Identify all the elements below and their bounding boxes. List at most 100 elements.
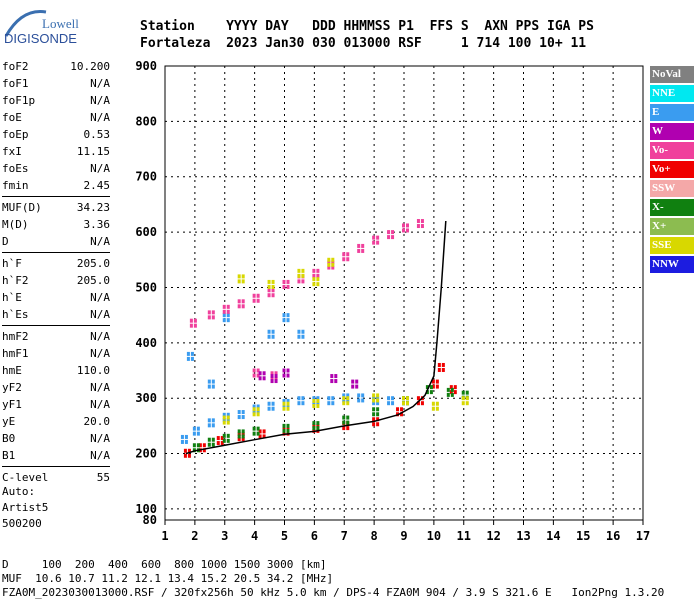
echo-point (461, 401, 465, 406)
logo-lowell: Lowell (42, 16, 79, 31)
y-tick-label: 300 (135, 391, 157, 405)
echo-point (286, 313, 290, 318)
param-name: h`E (2, 291, 22, 304)
echo-point (286, 428, 290, 433)
echo-point (211, 437, 215, 442)
param-name: yE (2, 415, 16, 428)
echo-point (274, 371, 278, 376)
echo-point (453, 385, 457, 390)
echo-point (391, 396, 395, 401)
echo-point (220, 436, 224, 441)
echo-point (207, 379, 211, 384)
param-row: B0 N/A (2, 430, 110, 447)
echo-point (342, 393, 346, 398)
param-separator (2, 196, 110, 197)
echo-point (387, 235, 391, 240)
echo-point (453, 390, 457, 395)
x-tick-label: 5 (281, 529, 288, 543)
echo-point (274, 376, 278, 381)
echo-point (312, 401, 316, 406)
echo-point (342, 257, 346, 262)
echo-point (342, 420, 346, 425)
param-separator (2, 466, 110, 467)
param-name: h`F (2, 257, 22, 270)
echo-point (465, 390, 469, 395)
x-tick-label: 12 (486, 529, 500, 543)
y-tick-label: 900 (135, 59, 157, 73)
echo-point (189, 323, 193, 328)
echo-point (327, 265, 331, 270)
echo-point (286, 284, 290, 289)
param-value: N/A (90, 347, 110, 360)
echo-point (282, 406, 286, 411)
param-separator (2, 325, 110, 326)
echo-point (222, 433, 226, 438)
echo-point (252, 409, 256, 414)
param-name: foF2 (2, 60, 29, 73)
param-value: N/A (90, 162, 110, 175)
echo-point (180, 434, 184, 439)
echo-point (211, 379, 215, 384)
param-name: foF1p (2, 94, 36, 107)
echo-point (192, 443, 196, 448)
echo-point (346, 252, 350, 257)
param-name: hmF1 (2, 347, 29, 360)
param-separator (2, 252, 110, 253)
echo-point (258, 434, 262, 439)
echo-point (241, 279, 245, 284)
echo-point (316, 273, 320, 278)
echo-point (431, 401, 435, 406)
param-value: N/A (90, 330, 110, 343)
echo-point (286, 406, 290, 411)
param-value: 55 (96, 471, 110, 484)
echo-point (252, 431, 256, 436)
echo-point (282, 403, 286, 408)
echo-point (196, 426, 200, 431)
param-row: fxI 11.15 (2, 143, 110, 160)
echo-point (316, 401, 320, 406)
echo-point (237, 432, 241, 437)
param-value: N/A (90, 432, 110, 445)
echo-point (361, 248, 365, 253)
echo-point (312, 273, 316, 278)
echo-point (222, 412, 226, 417)
echo-point (376, 407, 380, 412)
param-value: N/A (90, 449, 110, 462)
echo-point (391, 401, 395, 406)
logo-digisonde: DIGISONDE (4, 31, 77, 46)
echo-point (252, 373, 256, 378)
echo-point (400, 407, 404, 412)
echo-point (241, 415, 245, 420)
echo-point (441, 362, 445, 367)
echo-point (312, 282, 316, 287)
echo-point (346, 426, 350, 431)
echo-point (316, 398, 320, 403)
echo-point (357, 393, 361, 398)
echo-point (222, 318, 226, 323)
echo-point (256, 293, 260, 298)
header-line-2: Fortaleza 2023 Jan30 030 013000 RSF 1 71… (140, 36, 587, 51)
y-tick-label: 800 (135, 114, 157, 128)
echo-point (256, 431, 260, 436)
footer: D 100 200 400 600 800 1000 1500 3000 [km… (2, 558, 664, 600)
echo-point (258, 429, 262, 434)
echo-point (342, 398, 346, 403)
echo-point (334, 379, 338, 384)
echo-point (216, 441, 220, 446)
echo-point (342, 252, 346, 257)
echo-point (216, 436, 220, 441)
echo-point (355, 379, 359, 384)
legend-item-w: W (650, 123, 694, 140)
profile-trace (185, 220, 447, 455)
echo-point (346, 257, 350, 262)
echo-point (334, 374, 338, 379)
echo-point (416, 224, 420, 229)
echo-point (286, 426, 290, 431)
echo-point (297, 268, 301, 273)
param-name: hmF2 (2, 330, 29, 343)
echo-point (461, 390, 465, 395)
echo-point (327, 257, 331, 262)
echo-point (237, 410, 241, 415)
echo-point (327, 260, 331, 265)
echo-point (267, 406, 271, 411)
